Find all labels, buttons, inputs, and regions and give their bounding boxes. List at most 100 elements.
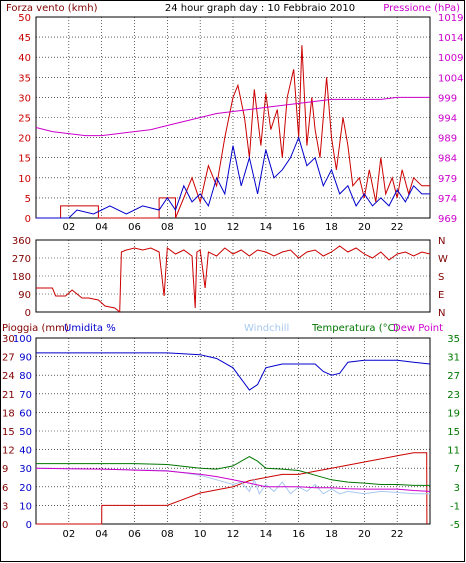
pressure-y-tick-label: 969: [438, 214, 457, 225]
hum-x-tick-label: 02: [62, 529, 75, 540]
wind-y-tick-label: 25: [18, 114, 31, 125]
pressure-y-tick-label: 989: [438, 134, 457, 145]
compass-tick-label: N: [438, 308, 445, 319]
wind-y-tick-label: 30: [18, 93, 31, 104]
humidity-y-tick-label: 30: [19, 464, 32, 475]
hum-x-tick-label: 20: [358, 529, 371, 540]
series-umidita-: [36, 352, 431, 391]
compass-tick-label: W: [438, 254, 448, 265]
temperature-y-tick-label: 27: [447, 371, 460, 382]
chart-title: 24 hour graph day : 10 Febbraio 2010: [165, 3, 355, 14]
temperature-y-tick-label: 15: [447, 427, 460, 438]
pressure-y-tick-label: 979: [438, 174, 457, 185]
wind-x-tick-label: 20: [358, 222, 371, 233]
series-direzione: [36, 245, 431, 314]
series-dew-point: [35, 467, 431, 492]
series-vento: [36, 136, 430, 219]
humidity-y-tick-label: 20: [19, 483, 32, 494]
humidity-y-tick-label: 100: [13, 334, 32, 345]
pressure-y-tick-label: 994: [438, 114, 457, 125]
wind-x-tick-label: 16: [292, 222, 305, 233]
series-temperatura-c-: [36, 456, 430, 486]
humidity-y-tick-label: 80: [19, 371, 32, 382]
compass-tick-label: S: [438, 272, 444, 283]
wind-x-tick-label: 22: [391, 222, 404, 233]
hum-x-tick-label: 16: [292, 529, 305, 540]
temperature-y-tick-label: 3: [454, 483, 460, 494]
rain-y-tick-label: 9: [2, 464, 8, 475]
rain-y-tick-label: 30: [2, 334, 15, 345]
hum-x-tick-label: 04: [95, 529, 108, 540]
hum-x-tick-label: 22: [391, 529, 404, 540]
wind-panel: 0 5 10 15 20 25 30 35 40 45 50 969 974 979 984 989 994 99…: [18, 13, 463, 233]
pressure-y-tick-label: 999: [438, 93, 457, 104]
compass-tick-label: N: [438, 236, 445, 247]
wind-y-tick-label: 45: [18, 33, 31, 44]
legend-humidity: Umidita %: [64, 323, 116, 334]
pressure-y-tick-label: 1014: [438, 33, 463, 44]
wind-x-tick-label: 10: [194, 222, 207, 233]
wind-x-tick-label: 14: [259, 222, 272, 233]
hum-x-tick-label: 10: [194, 529, 207, 540]
humidity-y-tick-label: 10: [19, 501, 32, 512]
wind-y-tick-label: 5: [25, 194, 31, 205]
series-windchill: [35, 467, 430, 495]
rain-y-tick-label: 24: [2, 371, 15, 382]
temperature-y-tick-label: -5: [450, 520, 460, 531]
humidity-y-tick-label: 60: [19, 408, 32, 419]
rain-y-tick-label: 0: [2, 520, 8, 531]
direction-y-tick-label: 0: [25, 308, 31, 319]
temperature-y-tick-label: 7: [454, 464, 460, 475]
legend-dew-point: Dew Point: [393, 323, 443, 334]
legend-temperature: Temperatura (°C): [311, 323, 399, 334]
pressure-y-tick-label: 1009: [438, 53, 463, 64]
wind-y-tick-label: 20: [18, 134, 31, 145]
wind-y-tick-label: 10: [18, 174, 31, 185]
wind-x-tick-label: 08: [161, 222, 174, 233]
humidity-panel: Pioggia (mm)Umidita % Windchill Temperatur…: [2, 323, 460, 540]
series-gust: [36, 45, 430, 219]
wind-x-tick-label: 04: [95, 222, 108, 233]
series-pressione: [35, 96, 430, 137]
series-pioggia-mm-: [36, 452, 428, 525]
humidity-y-tick-label: 90: [19, 353, 32, 364]
pressure-y-tick-label: 974: [438, 194, 457, 205]
temperature-y-tick-label: -1: [450, 501, 460, 512]
rain-y-tick-label: 21: [2, 390, 15, 401]
temperature-y-tick-label: 23: [447, 390, 460, 401]
wind-x-tick-label: 18: [325, 222, 338, 233]
humidity-y-tick-label: 0: [26, 520, 32, 531]
wind-y-tick-label: 0: [25, 214, 31, 225]
rain-y-tick-label: 27: [2, 353, 15, 364]
wind-y-tick-label: 15: [18, 154, 31, 165]
rain-y-tick-label: 18: [2, 408, 15, 419]
rain-y-tick-label: 3: [2, 501, 8, 512]
temperature-y-tick-label: 31: [447, 353, 460, 364]
direction-y-tick-label: 270: [12, 254, 31, 265]
hum-x-tick-label: 08: [161, 529, 174, 540]
wind-y-tick-label: 50: [18, 13, 31, 24]
pressure-axis-title: Pressione (hPa): [383, 3, 460, 14]
hum-x-tick-label: 12: [227, 529, 240, 540]
wind-y-tick-label: 35: [18, 73, 31, 84]
rain-y-tick-label: 6: [2, 483, 8, 494]
wind-y-tick-label: 40: [18, 53, 31, 64]
pressure-y-tick-label: 1004: [438, 73, 463, 84]
compass-tick-label: E: [438, 290, 444, 301]
temperature-y-tick-label: 35: [447, 334, 460, 345]
pressure-y-tick-label: 1019: [438, 13, 463, 24]
direction-y-tick-label: 360: [12, 236, 31, 247]
wind-x-tick-label: 06: [128, 222, 141, 233]
hum-x-tick-label: 18: [325, 529, 338, 540]
wind-x-tick-label: 12: [227, 222, 240, 233]
humidity-y-tick-label: 50: [19, 427, 32, 438]
direction-y-tick-label: 180: [12, 272, 31, 283]
legend-windchill: Windchill: [244, 323, 289, 334]
legend-rain: Pioggia (mm): [2, 323, 69, 334]
hum-x-tick-label: 14: [259, 529, 272, 540]
temperature-y-tick-label: 11: [447, 446, 460, 457]
temperature-y-tick-label: 19: [447, 408, 460, 419]
wind-axis-title: Forza vento (kmh): [6, 3, 98, 14]
